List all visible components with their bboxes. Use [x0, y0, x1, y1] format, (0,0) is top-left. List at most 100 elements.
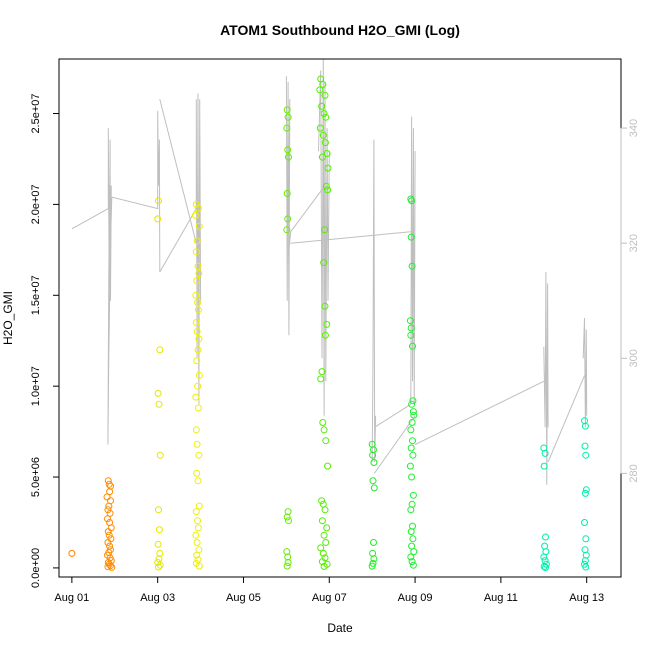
data-point-layer: [68, 75, 590, 571]
y2-tick-label: 320: [628, 234, 640, 252]
y2-tick-label: 340: [628, 119, 640, 137]
data-point: [407, 506, 415, 514]
data-point: [409, 437, 416, 445]
data-point: [324, 164, 332, 172]
data-point: [410, 548, 418, 556]
data-point: [317, 544, 325, 552]
data-point: [195, 270, 203, 277]
data-point: [68, 549, 76, 557]
data-point: [192, 426, 200, 434]
chart-title: ATOM1 Southbound H2O_GMI (Log): [220, 22, 460, 38]
temperature-line-segment: [374, 116, 416, 428]
data-point: [193, 539, 201, 546]
data-point: [581, 442, 589, 450]
data-point: [407, 233, 415, 241]
data-point: [542, 564, 549, 571]
temperature-line-segment: [71, 128, 113, 445]
data-point: [284, 113, 292, 121]
data-point: [540, 462, 548, 470]
data-point: [195, 371, 203, 379]
data-point: [105, 502, 113, 510]
temperature-line-segment: [582, 317, 588, 428]
x-tick-label: Aug 05: [226, 592, 261, 604]
data-point: [192, 531, 200, 539]
data-point: [191, 211, 199, 219]
temperature-line-segment: [547, 375, 585, 463]
data-point: [406, 462, 414, 470]
data-point: [324, 462, 332, 470]
temperature-line-layer: [71, 58, 588, 485]
y2-tick-label: 300: [628, 349, 640, 367]
data-point: [155, 400, 163, 408]
x-tick-label: Aug 03: [140, 592, 175, 604]
data-point: [409, 397, 417, 405]
data-point: [194, 346, 202, 354]
data-point: [192, 248, 200, 256]
data-point: [318, 102, 326, 110]
data-point: [318, 153, 326, 161]
data-point: [156, 451, 164, 459]
data-point: [320, 531, 328, 539]
data-point: [195, 222, 203, 230]
data-point: [194, 524, 202, 532]
data-point: [154, 215, 162, 223]
data-point: [154, 389, 162, 397]
data-point: [105, 480, 113, 488]
data-point: [321, 139, 329, 147]
data-point: [322, 539, 330, 546]
data-point: [409, 451, 417, 459]
data-point: [323, 320, 331, 328]
data-point: [283, 124, 291, 132]
data-point: [581, 422, 589, 430]
data-point: [319, 419, 327, 426]
data-point: [320, 259, 328, 267]
data-point: [193, 469, 201, 477]
data-point: [283, 226, 291, 234]
data-point: [407, 331, 415, 339]
data-point: [104, 515, 111, 523]
data-point: [316, 124, 324, 132]
data-point: [192, 508, 200, 516]
data-point: [581, 519, 588, 526]
data-point: [316, 86, 324, 94]
x-tick-label: Aug 01: [54, 592, 89, 604]
data-point: [283, 562, 291, 570]
data-point: [408, 558, 416, 566]
data-point: [410, 411, 418, 419]
data-point: [408, 262, 416, 270]
data-point: [195, 562, 203, 570]
data-point: [104, 539, 112, 546]
temperature-line-segment: [111, 110, 161, 273]
data-point: [321, 91, 329, 99]
data-point: [108, 563, 116, 571]
data-point: [582, 563, 590, 571]
data-point: [195, 451, 203, 459]
data-point: [581, 489, 589, 497]
data-point: [321, 506, 329, 514]
data-point: [323, 524, 331, 532]
x-tick-label: Aug 09: [398, 592, 433, 604]
data-point: [194, 262, 202, 270]
data-point: [319, 549, 327, 557]
data-point: [194, 299, 202, 307]
data-point: [193, 551, 201, 559]
data-point: [285, 153, 292, 161]
data-point: [407, 444, 415, 452]
y2-tick-label: 280: [628, 464, 640, 482]
y-tick-label: 1.5e+07: [30, 275, 42, 315]
data-point: [370, 484, 378, 492]
data-point: [319, 131, 327, 139]
data-point: [155, 526, 163, 534]
data-point: [104, 506, 112, 514]
x-tick-label: Aug 07: [312, 592, 347, 604]
data-point: [320, 426, 328, 434]
data-point: [408, 419, 416, 426]
data-point: [582, 486, 590, 494]
data-point: [194, 204, 202, 212]
data-point: [318, 497, 326, 505]
data-point: [407, 553, 415, 561]
data-point: [408, 197, 416, 205]
data-point: [321, 226, 329, 234]
temperature-line-segment: [414, 380, 545, 446]
